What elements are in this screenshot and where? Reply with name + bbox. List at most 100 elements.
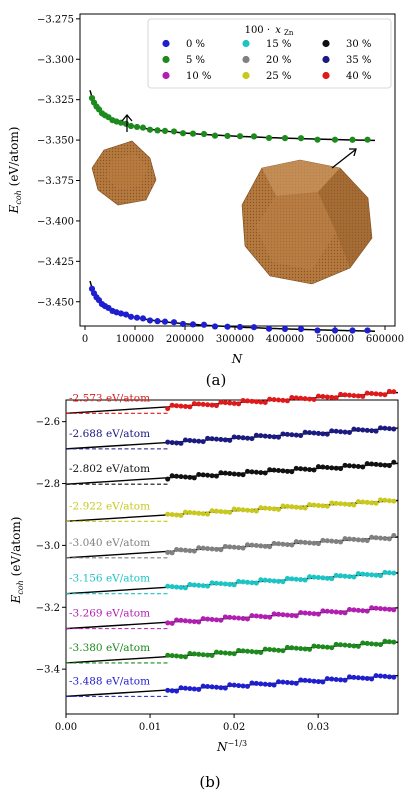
y-tick-label-a: −3.375 — [37, 176, 74, 187]
data-point-b — [240, 507, 246, 513]
data-point-a — [133, 314, 141, 321]
data-point-a — [236, 133, 244, 140]
data-point-b — [165, 620, 171, 626]
data-point-b — [258, 433, 264, 439]
data-point-b — [338, 466, 344, 472]
data-point-b — [355, 499, 361, 505]
x-tick-label-b: 0.02 — [223, 722, 245, 733]
data-point-b — [209, 436, 215, 442]
data-point-b — [196, 471, 202, 477]
data-point-b — [213, 684, 219, 690]
data-point-b — [200, 401, 206, 407]
intercept-label: -3.040 eV/atom — [69, 537, 150, 549]
data-point-b — [382, 535, 388, 541]
data-point-b — [271, 682, 277, 688]
data-point-a — [349, 327, 356, 334]
data-point-b — [231, 400, 237, 406]
data-point-a — [364, 327, 371, 334]
data-point-b — [253, 399, 259, 405]
data-point-b — [249, 680, 255, 686]
data-point-a — [189, 130, 197, 137]
data-point-a — [179, 320, 187, 328]
data-point-b — [391, 498, 397, 504]
data-point-b — [218, 437, 224, 443]
data-point-b — [205, 583, 211, 589]
data-point-b — [338, 573, 344, 579]
data-point-b — [307, 646, 313, 652]
data-point-b — [267, 467, 273, 473]
data-point-b — [209, 473, 215, 479]
data-point-b — [262, 646, 268, 652]
y-axis-label-b-sub: coh — [16, 580, 25, 594]
data-point-b — [267, 614, 273, 620]
data-point-b — [382, 497, 388, 503]
data-point-a — [189, 321, 197, 328]
data-point-b — [236, 434, 242, 440]
legend-label: 15 % — [266, 39, 291, 50]
data-point-b — [209, 684, 215, 690]
x-tick-label-a: 600000 — [366, 334, 404, 345]
data-point-b — [222, 685, 228, 691]
data-point-b — [191, 548, 197, 554]
data-point-b — [391, 674, 397, 680]
data-point-b — [311, 396, 317, 402]
data-point-b — [218, 685, 224, 691]
data-point-b — [315, 430, 321, 436]
x-tick-label-a: 300000 — [216, 334, 254, 345]
data-point-b — [338, 391, 344, 397]
data-point-b — [364, 640, 370, 646]
y-tick-label-a: −3.300 — [37, 55, 74, 66]
data-point-b — [231, 434, 237, 440]
data-point-b — [289, 504, 295, 510]
data-point-b — [276, 679, 282, 685]
data-point-b — [169, 620, 175, 626]
data-point-b — [174, 617, 180, 623]
data-point-b — [329, 576, 335, 582]
data-point-b — [244, 648, 250, 654]
data-point-b — [253, 543, 259, 549]
data-point-b — [315, 502, 321, 508]
data-point-b — [205, 683, 211, 689]
data-point-b — [174, 653, 180, 659]
y-tick-label-a: −3.425 — [37, 257, 74, 268]
data-point-b — [182, 685, 188, 691]
legend-marker — [162, 39, 170, 48]
small-nanoparticle-image — [91, 140, 157, 206]
data-point-a — [127, 122, 135, 130]
data-point-b — [284, 468, 290, 474]
data-point-b — [222, 437, 228, 443]
panel-a-caption: (a) — [206, 371, 227, 389]
data-point-b — [320, 503, 326, 509]
data-point-b — [302, 677, 308, 683]
data-point-b — [271, 467, 277, 473]
data-point-b — [373, 391, 379, 397]
data-point-b — [253, 508, 259, 514]
data-point-b — [315, 611, 321, 617]
data-point-b — [231, 506, 237, 512]
data-point-b — [200, 652, 206, 658]
data-point-b — [364, 608, 370, 614]
data-point-b — [218, 470, 224, 476]
legend-label: 35 % — [346, 55, 371, 66]
data-point-b — [244, 542, 250, 548]
data-point-b — [258, 681, 264, 687]
legend-box — [147, 18, 392, 89]
data-point-b — [249, 398, 255, 404]
data-point-b — [258, 649, 264, 655]
data-point-b — [187, 474, 193, 480]
data-point-b — [355, 537, 361, 543]
data-point-b — [213, 546, 219, 552]
data-point-b — [342, 610, 348, 616]
data-point-b — [209, 580, 215, 586]
data-point-a — [236, 323, 244, 331]
x-tick-label-b: 0.00 — [55, 722, 77, 733]
data-point-b — [338, 609, 344, 615]
data-point-b — [222, 543, 228, 549]
data-point-b — [369, 500, 375, 506]
data-point-b — [338, 501, 344, 507]
data-point-b — [373, 641, 379, 647]
data-point-b — [258, 399, 264, 405]
legend-label: 5 % — [186, 55, 205, 66]
data-point-b — [351, 607, 357, 613]
data-point-b — [218, 581, 224, 587]
